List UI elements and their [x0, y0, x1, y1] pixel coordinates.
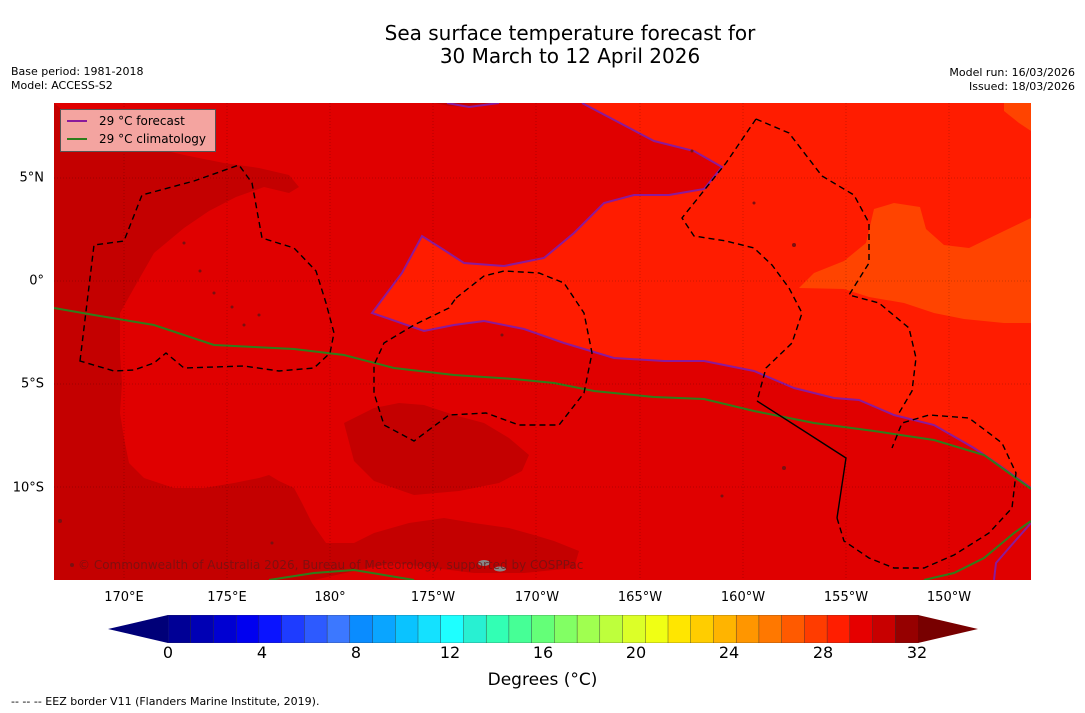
- model-text: Model: ACCESS-S2: [11, 79, 113, 92]
- lon-tick-label: 170°E: [104, 590, 144, 605]
- sst-region-30-west: [54, 103, 579, 580]
- base-period-text: Base period: 1981-2018: [11, 65, 144, 78]
- colorbar-cell: [622, 615, 646, 643]
- eez-border: [79, 164, 335, 372]
- issued-text: Issued: 18/03/2026: [968, 80, 1075, 93]
- lon-tick-label: 175°W: [410, 590, 456, 605]
- legend-swatch-forecast: [67, 120, 87, 122]
- lat-tick-label: 10°S: [12, 480, 44, 496]
- island-markers: [58, 149, 796, 572]
- colorbar-cell: [485, 615, 510, 643]
- colorbar-cell: [167, 615, 192, 643]
- lon-tick-label: 165°W: [617, 590, 663, 605]
- colorbar-cell: [395, 615, 419, 643]
- lat-tick-label: 0°: [29, 273, 44, 289]
- climatology-29c-contour: [54, 307, 1031, 580]
- colorbar-cell: [304, 615, 328, 643]
- colorbar-cell: [895, 615, 919, 643]
- sst-map: [54, 103, 1031, 580]
- meta-left: Base period: 1981-2018 Model: ACCESS-S2: [11, 65, 143, 93]
- sst-region-28: [372, 103, 1031, 488]
- colorbar-cell: [690, 615, 714, 643]
- colorbar-cells: [167, 615, 919, 643]
- colorbar-cell: [213, 615, 237, 643]
- lat-tick-label: 5°S: [20, 376, 44, 392]
- copyright-text: © Commonwealth of Australia 2026, Bureau…: [78, 558, 584, 572]
- colorbar-cell: [645, 615, 669, 643]
- meta-right: Model run: 16/03/2026 Issued: 18/03/2026: [949, 66, 1075, 94]
- colorbar-tick-label: 4: [256, 643, 268, 662]
- colorbar-over-arrow: [918, 615, 978, 643]
- lon-tick-label: 155°W: [823, 590, 869, 605]
- colorbar-cell: [849, 615, 874, 643]
- forecast-29c-contour: [370, 103, 1031, 580]
- colorbar-cell: [758, 615, 783, 643]
- lon-tick-label: 175°E: [207, 590, 247, 605]
- eez-border: [681, 118, 803, 402]
- colorbar-cell: [417, 615, 442, 643]
- map-title-line1: Sea surface temperature forecast for: [384, 21, 756, 45]
- map-legend: 29 °C forecast 29 °C climatology: [60, 109, 216, 152]
- colorbar-tick-label: 24: [718, 643, 740, 662]
- map-gridlines: [54, 103, 1031, 580]
- colorbar-cell: [554, 615, 578, 643]
- colorbar-cell: [804, 615, 828, 643]
- lat-tick-label: 5°N: [19, 170, 45, 186]
- colorbar-cell: [235, 615, 260, 643]
- colorbar-tick-label: 16: [532, 643, 554, 662]
- colorbar-tick-label: 28: [812, 643, 834, 662]
- legend-label-climatology: 29 °C climatology: [99, 132, 207, 146]
- sst-region-27-ne: [1004, 103, 1031, 131]
- lon-tick-label: 170°W: [514, 590, 560, 605]
- sst-region-30-south: [344, 403, 529, 495]
- eez-footnote: -- -- -- EEZ border V11 (Flanders Marine…: [11, 695, 320, 708]
- colorbar-cell: [531, 615, 555, 643]
- colorbar-cell: [463, 615, 487, 643]
- colorbar-tick-label: 20: [625, 643, 647, 662]
- colorbar-cell: [735, 615, 760, 643]
- colorbar-under-arrow: [108, 615, 168, 643]
- colorbar-tick-label: 12: [439, 643, 461, 662]
- colorbar-tick-label: 0: [162, 643, 174, 662]
- map-title-line2: 30 March to 12 April 2026: [439, 44, 701, 68]
- legend-label-forecast: 29 °C forecast: [99, 114, 185, 128]
- colorbar-cell: [440, 615, 464, 643]
- colorbar-cell: [349, 615, 374, 643]
- colorbar-cell: [576, 615, 601, 643]
- colorbar-cell: [190, 615, 214, 643]
- map-title: Sea surface temperature forecast for 30 …: [0, 22, 1085, 68]
- eez-border: [756, 400, 847, 519]
- lon-tick-label: 160°W: [720, 590, 766, 605]
- colorbar-cell: [713, 615, 737, 643]
- colorbar-tick-label: 32: [906, 643, 928, 662]
- lon-tick-label: 180°: [314, 590, 346, 605]
- eez-border: [373, 270, 593, 442]
- eez-border: [755, 118, 917, 414]
- eez-border: [836, 414, 1017, 569]
- colorbar-label: Degrees (°C): [487, 670, 598, 690]
- legend-swatch-climatology: [67, 138, 87, 140]
- model-run-text: Model run: 16/03/2026: [949, 66, 1075, 79]
- colorbar-cell: [781, 615, 805, 643]
- colorbar-cell: [599, 615, 624, 643]
- colorbar-tick-label: 8: [350, 643, 362, 662]
- colorbar-cell: [326, 615, 351, 643]
- sst-region-27: [799, 203, 1031, 323]
- colorbar-cell: [281, 615, 305, 643]
- colorbar-cell: [258, 615, 283, 643]
- legend-item-forecast: 29 °C forecast: [67, 113, 185, 129]
- colorbar-cell: [872, 615, 896, 643]
- legend-item-climatology: 29 °C climatology: [67, 131, 206, 147]
- colorbar-cell: [372, 615, 396, 643]
- colorbar: [108, 615, 978, 643]
- lon-tick-label: 150°W: [926, 590, 972, 605]
- colorbar-cell: [508, 615, 533, 643]
- colorbar-cell: [667, 615, 692, 643]
- colorbar-cell: [826, 615, 851, 643]
